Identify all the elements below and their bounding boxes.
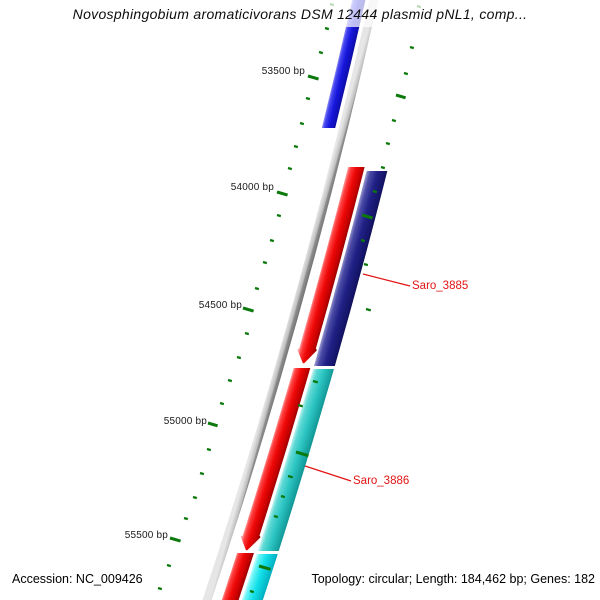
minor-tick-mark: [305, 96, 311, 101]
minor-tick-mark: [403, 71, 409, 76]
minor-tick-mark: [363, 262, 369, 267]
minor-tick-mark: [372, 189, 378, 194]
backbone-arc: [202, 0, 378, 600]
major-tick-mark: [361, 213, 373, 220]
minor-tick-mark: [199, 471, 205, 476]
tick-label: 55000 bp: [163, 415, 207, 427]
minor-tick-mark: [324, 26, 330, 31]
minor-tick-mark: [409, 45, 415, 50]
minor-tick-mark: [269, 238, 275, 243]
gene-red-b[interactable]: [242, 368, 311, 537]
minor-tick-mark: [192, 495, 198, 500]
gene-label-callout-line: [362, 273, 411, 287]
minor-tick-mark: [227, 378, 233, 383]
status-accession: Accession: NC_009426: [12, 572, 143, 586]
tick-label: 54500 bp: [198, 299, 242, 311]
minor-tick-mark: [318, 50, 324, 55]
minor-tick-mark: [280, 494, 286, 499]
minor-tick-mark: [297, 403, 304, 408]
minor-tick-mark: [262, 260, 268, 265]
minor-tick-mark: [365, 307, 372, 312]
minor-tick-mark: [380, 165, 386, 170]
gene-label-callout-line: [304, 465, 352, 482]
major-tick-mark: [276, 190, 288, 197]
minor-tick-mark: [166, 563, 172, 568]
minor-tick-mark: [183, 516, 189, 521]
gene-saro-3886[interactable]: [257, 369, 334, 551]
minor-tick-mark: [287, 166, 293, 171]
minor-tick-mark: [287, 474, 294, 479]
minor-tick-mark: [157, 586, 163, 591]
minor-tick-mark: [244, 331, 250, 336]
major-tick-mark: [395, 93, 407, 100]
minor-tick-mark: [219, 401, 225, 406]
gene-red-a-arrow-tip[interactable]: [297, 348, 317, 364]
minor-tick-mark: [206, 447, 212, 452]
minor-tick-mark: [385, 141, 391, 146]
tick-label: 55500 bp: [124, 529, 168, 541]
map-title: Novosphingobium aromaticivorans DSM 1244…: [72, 6, 528, 22]
tick-label: 54000 bp: [230, 182, 274, 193]
gene-red-b-arrow-tip[interactable]: [241, 535, 261, 551]
minor-tick-mark: [360, 238, 366, 243]
minor-tick-mark: [273, 514, 279, 519]
major-tick-mark: [207, 421, 219, 428]
minor-tick-mark: [236, 355, 242, 360]
minor-tick-mark: [254, 286, 260, 291]
gene-saro-3885[interactable]: [313, 171, 388, 366]
gene-label[interactable]: Saro_3886: [353, 475, 410, 487]
minor-tick-mark: [276, 213, 282, 218]
title-band: [0, 0, 600, 27]
major-tick-mark: [258, 564, 271, 571]
minor-tick-mark: [249, 589, 255, 594]
gene-red-a[interactable]: [298, 167, 365, 350]
gene-red-c[interactable]: [206, 553, 254, 600]
gene-cyan-b[interactable]: [226, 554, 278, 600]
major-tick-mark: [295, 450, 309, 458]
tick-label: 53500 bp: [261, 65, 305, 77]
minor-tick-mark: [391, 118, 397, 123]
major-tick-mark: [307, 74, 319, 81]
minor-tick-mark: [312, 379, 319, 384]
major-tick-mark: [169, 536, 181, 543]
minor-tick-mark: [299, 121, 305, 126]
minor-tick-mark: [293, 144, 299, 149]
major-tick-mark: [242, 306, 254, 313]
gene-blue-upstream[interactable]: [321, 0, 373, 128]
status-topology: Topology: circular; Length: 184,462 bp; …: [311, 572, 595, 586]
gene-label[interactable]: Saro_3885: [412, 280, 469, 292]
